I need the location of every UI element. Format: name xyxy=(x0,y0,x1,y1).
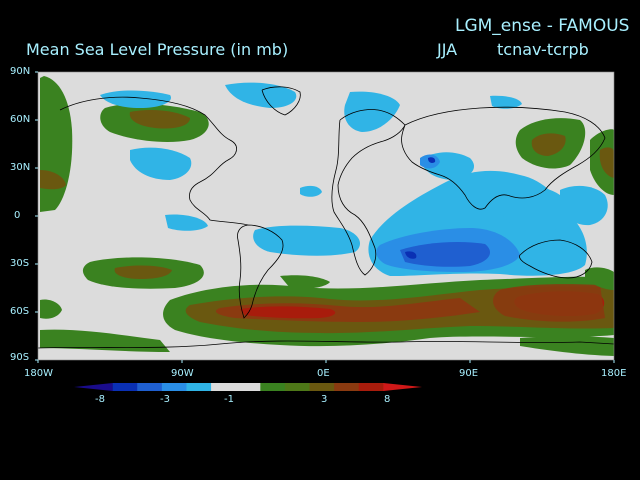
colorbar-label-neg1: -1 xyxy=(224,394,234,405)
south-pacific-olive xyxy=(114,265,172,279)
southern-ocean-band-red-west xyxy=(240,306,336,319)
colorbar-swatch xyxy=(235,383,261,391)
antarctic-east-green xyxy=(520,336,614,356)
lat-label-0: 0 xyxy=(14,210,21,221)
lat-label-60s: 60S xyxy=(10,306,30,317)
lon-label-180e: 180E xyxy=(601,368,627,379)
arctic-light-blue-2 xyxy=(225,82,297,108)
antarctic-west-green xyxy=(40,329,170,352)
coast-antarctica xyxy=(38,340,614,349)
australia-green xyxy=(585,267,614,290)
lon-label-180w: 180W xyxy=(24,368,53,379)
colorbar-swatch xyxy=(161,383,187,391)
colorbar-label-3: 3 xyxy=(321,394,328,405)
tibet-dark-blue xyxy=(428,157,436,163)
subtropical-green-atlantic xyxy=(280,275,330,289)
colorbar xyxy=(74,383,422,391)
indian-ocean-dark-blue xyxy=(405,251,417,259)
east-asia-olive xyxy=(599,147,614,178)
southern-ocean-band-brown-east xyxy=(493,284,605,322)
colorbar-swatch xyxy=(186,383,212,391)
north-pacific-west-olive xyxy=(40,170,66,190)
arctic-light-blue-4 xyxy=(490,95,522,109)
colorbar-swatch xyxy=(112,383,138,391)
atlantic-light-blue xyxy=(253,225,360,256)
pressure-anomaly-field xyxy=(40,76,614,356)
coast-asia xyxy=(401,106,606,210)
south-pacific-west-green xyxy=(40,299,62,319)
lat-label-90s: 90S xyxy=(10,352,30,363)
lat-label-30s: 30S xyxy=(10,258,30,269)
arctic-light-blue-3 xyxy=(344,91,400,132)
north-atlantic-light-blue xyxy=(300,185,322,197)
indian-ocean-mid-blue xyxy=(400,242,490,267)
coast-australia xyxy=(519,239,593,279)
lat-label-60n: 60N xyxy=(10,114,31,125)
colorbar-swatch xyxy=(383,383,422,391)
colorbar-swatch xyxy=(334,383,360,391)
colorbar-swatch xyxy=(284,383,311,391)
colorbar-swatch xyxy=(358,383,384,391)
axis-ticks xyxy=(35,71,615,363)
colorbar-swatch xyxy=(74,383,113,391)
experiment-title: LGM_ense - FAMOUS xyxy=(455,16,630,36)
lat-label-90n: 90N xyxy=(10,66,31,77)
colorbar-swatch xyxy=(137,383,163,391)
coastlines xyxy=(38,86,614,349)
colorbar-label-neg3: -3 xyxy=(160,394,170,405)
pacific-light-blue-west xyxy=(165,214,208,231)
coast-north-america xyxy=(59,96,249,226)
lon-label-90e: 90E xyxy=(459,368,479,379)
arctic-light-blue xyxy=(100,90,171,108)
colorbar-swatch xyxy=(260,383,286,391)
season-label: JJA xyxy=(437,40,458,59)
north-pacific-olive xyxy=(129,110,190,129)
colorbar-label-8: 8 xyxy=(384,394,391,405)
siberia-olive xyxy=(531,133,566,156)
coast-greenland xyxy=(261,86,301,116)
field-label: tcnav-tcrpb xyxy=(497,40,589,59)
lat-label-30n: 30N xyxy=(10,162,31,173)
colorbar-swatch xyxy=(211,383,237,391)
map-title: Mean Sea Level Pressure (in mb) xyxy=(26,40,289,59)
colorbar-swatch xyxy=(309,383,335,391)
coast-south-america xyxy=(237,224,284,319)
western-pacific-light-blue xyxy=(560,185,608,226)
lon-label-90w: 90W xyxy=(171,368,194,379)
gulf-light-blue xyxy=(130,147,192,180)
lon-label-0e: 0E xyxy=(317,368,330,379)
colorbar-label-neg8: -8 xyxy=(95,394,105,405)
